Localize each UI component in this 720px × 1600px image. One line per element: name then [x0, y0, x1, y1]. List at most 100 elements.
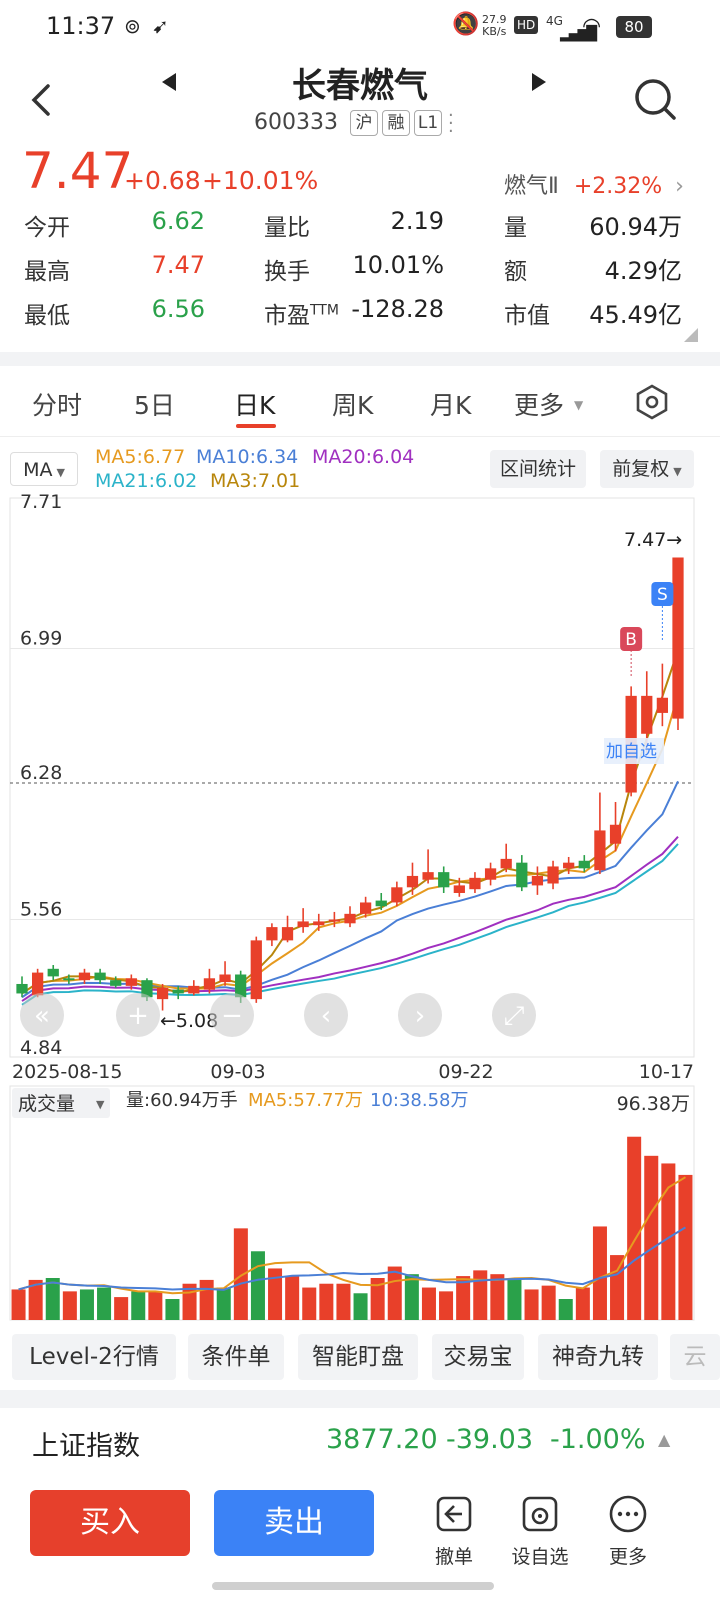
shortcut-3[interactable]: 交易宝 [432, 1334, 524, 1380]
stat-label: 最高 [24, 259, 70, 285]
volume-bar [268, 1268, 283, 1320]
price-change-pct: +10.01% [202, 166, 319, 195]
index-change: -39.03 [446, 1424, 534, 1455]
scroll-left-button[interactable]: ‹ [304, 993, 348, 1037]
watchlist-gear-icon [522, 1496, 558, 1532]
chevron-down-icon: ▼ [96, 1098, 105, 1111]
sector-link[interactable]: 燃气Ⅱ +2.32% › [504, 168, 684, 200]
candle-body [141, 980, 153, 998]
more-button[interactable] [598, 1494, 658, 1538]
indicator-select[interactable]: MA ▼ [10, 452, 78, 486]
x-tick-label: 09-22 [438, 1061, 493, 1083]
fullscreen-icon: ⤢ [504, 1001, 525, 1031]
candle-body [219, 974, 231, 983]
divider [0, 1390, 720, 1408]
volume-bar [456, 1276, 471, 1320]
sell-marker[interactable] [651, 582, 674, 606]
hd-badge: HD [514, 16, 539, 34]
shortcut-2[interactable]: 智能盯盘 [298, 1334, 418, 1380]
volume-select[interactable] [12, 1088, 110, 1118]
candle-body [235, 974, 247, 998]
scroll-right-button[interactable]: › [398, 993, 442, 1037]
wifi-icon: ◠ [582, 14, 602, 39]
candle-body [16, 983, 28, 994]
next-stock-button[interactable] [526, 70, 550, 94]
tab-0[interactable]: 分时 [32, 391, 83, 420]
expand-corner-icon[interactable] [684, 328, 698, 342]
tab-2[interactable]: 日K [234, 391, 276, 420]
volume-value: 量:60.94万手 [126, 1090, 238, 1111]
tab-3[interactable]: 周K [332, 391, 374, 420]
shortcut-1[interactable]: 条件单 [188, 1334, 284, 1380]
fullscreen-button[interactable]: ⤢ [492, 993, 536, 1037]
candle-body [563, 862, 575, 869]
volume-bar [524, 1289, 539, 1320]
zoom-in-icon: + [127, 1001, 149, 1031]
volume-bar [285, 1276, 300, 1320]
buy-marker[interactable] [620, 627, 643, 651]
volume-bar [233, 1228, 248, 1320]
adjust-select[interactable]: 前复权 ▼ [600, 450, 694, 488]
home-indicator[interactable] [212, 1582, 494, 1590]
back-arrow-icon [31, 84, 50, 116]
candle-body [203, 978, 216, 990]
candle-body [375, 900, 387, 907]
shortcut-5[interactable]: 云 [670, 1334, 720, 1380]
add-watch-tag[interactable] [604, 738, 664, 764]
stat-label: 市值 [504, 303, 550, 329]
expand-up-icon[interactable]: ▲ [658, 1430, 671, 1449]
cancel-order-button[interactable] [424, 1494, 484, 1538]
candle-body [94, 972, 106, 981]
tab-1[interactable]: 5日 [134, 391, 175, 420]
add-watch-button[interactable] [510, 1494, 570, 1538]
net-speed-value: 27.9 [482, 13, 507, 26]
candle-body [78, 972, 91, 981]
shortcut-0[interactable]: Level-2行情 [12, 1334, 176, 1380]
tab-5[interactable]: 更多 [514, 391, 565, 420]
more-circle-icon [609, 1495, 647, 1533]
prev-stock-button[interactable] [158, 70, 182, 94]
candle-body [250, 940, 262, 1000]
control-circle [398, 993, 442, 1037]
cancel-order-label: 撤单 [434, 1546, 473, 1568]
chevron-down-icon: ▼ [56, 466, 65, 479]
candle-body [172, 989, 184, 994]
stat-value: 6.62 [151, 207, 205, 235]
more-label: 更多 [608, 1546, 647, 1568]
fast-back-icon: « [34, 1001, 50, 1031]
back-button[interactable] [26, 80, 62, 120]
y-tick-label: 4.84 [20, 1037, 62, 1059]
zoom-in-button[interactable]: + [116, 993, 160, 1037]
x-tick-label: 09-03 [210, 1061, 265, 1083]
volume-bar [387, 1266, 402, 1320]
kline-chart[interactable]: 7.71 6.99 6.28 5.56 4.84 B S 7.47→ ←5.08 加自选 « + − ‹ ›… [0, 490, 720, 1090]
send-icon: ➹ [152, 14, 169, 38]
ma21-line [21, 843, 679, 1006]
volume-bar [79, 1289, 94, 1320]
sell-button[interactable]: 卖出 [214, 1490, 374, 1556]
divider [0, 352, 720, 366]
volume-bar [336, 1283, 351, 1320]
search-button[interactable] [632, 76, 680, 124]
volume-chart[interactable]: 成交量 ▼ 量:60.94万手 MA5:57.77万 10:38.58万 96.38万 [0, 1084, 720, 1324]
volume-bar [250, 1251, 265, 1320]
candle-body [672, 557, 684, 719]
high-price-label: 7.47→ [624, 529, 682, 551]
volume-bar [97, 1287, 112, 1320]
zoom-out-button[interactable]: − [210, 993, 254, 1037]
candle-body [281, 927, 294, 941]
chart-settings-button[interactable] [634, 384, 670, 420]
tab-4[interactable]: 月K [430, 391, 472, 420]
undo-icon [436, 1496, 472, 1532]
more-dots-icon[interactable]: · · · [448, 105, 454, 142]
shortcut-4[interactable]: 神奇九转 [538, 1334, 658, 1380]
low-price-label: ←5.08 [160, 1010, 218, 1032]
buy-button[interactable]: 买入 [30, 1490, 190, 1556]
index-name[interactable]: 上证指数 [32, 1431, 140, 1462]
stat-label: 今开 [24, 215, 70, 241]
fast-back-button[interactable]: « [20, 993, 64, 1037]
triangle-right-icon [532, 73, 546, 91]
candle-body [328, 919, 341, 922]
control-circle [210, 993, 254, 1037]
range-stat-button[interactable]: 区间统计 [490, 450, 586, 488]
